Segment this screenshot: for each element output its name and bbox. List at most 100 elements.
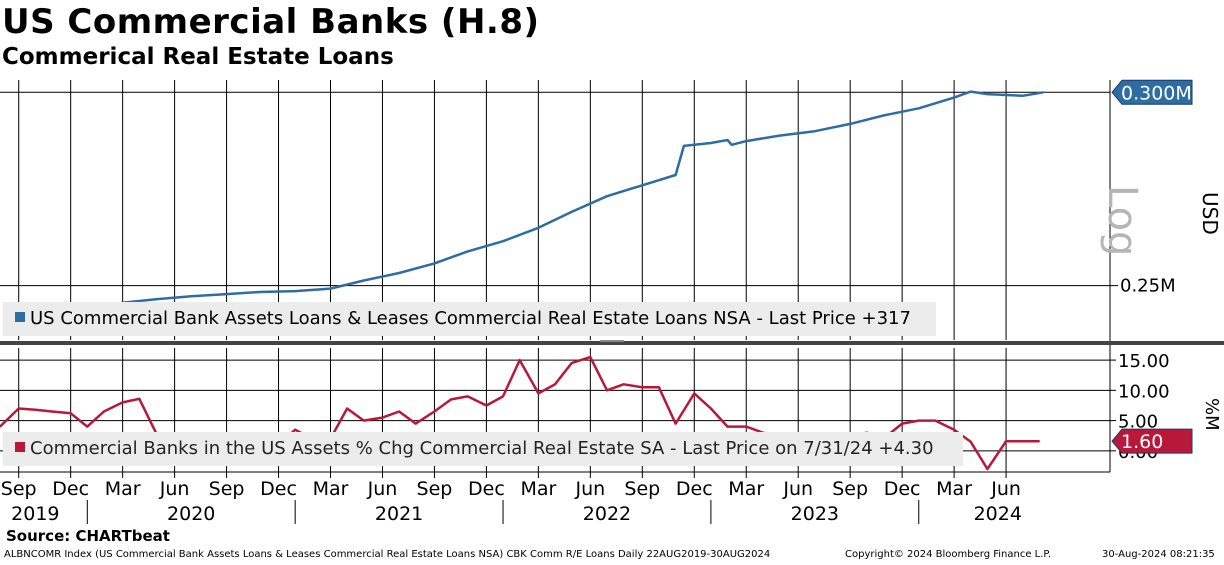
lower-point-57	[986, 468, 989, 470]
legend-lower-label: Commercial Banks in the US Assets % Chg …	[30, 438, 934, 459]
lower-point-52	[901, 422, 903, 425]
lower-point-1	[17, 407, 20, 410]
upper-series-line	[7, 90, 1044, 333]
lower-point-43	[745, 425, 748, 428]
lower-point-30	[518, 359, 521, 361]
legend-lower[interactable]: Commercial Banks in the US Assets % Chg …	[3, 432, 963, 466]
year-label-2: 2021	[375, 503, 423, 525]
lower-point-42	[726, 425, 729, 428]
upper-point-8	[259, 291, 261, 293]
upper-point-20	[674, 174, 677, 176]
lower-point-24	[414, 422, 417, 425]
upper-point-13	[433, 262, 436, 265]
upper-point-16	[537, 227, 540, 229]
upper-point-11	[362, 279, 365, 282]
x-tick-label-19: Jun	[990, 478, 1021, 500]
lower-point-32	[554, 383, 556, 386]
x-tick-label-13: Dec	[676, 478, 713, 500]
lower-point-28	[485, 404, 488, 407]
panel-separator-handle	[600, 340, 624, 342]
upper-point-5	[155, 298, 157, 301]
upper-point-23	[726, 139, 729, 141]
lower-point-60	[1038, 440, 1041, 442]
x-tick-label-10: Mar	[520, 478, 556, 500]
x-tick-label-15: Jun	[782, 478, 813, 500]
lower-point-8	[138, 398, 141, 400]
upper-point-31	[953, 96, 955, 99]
upper-point-14	[466, 250, 469, 253]
upper-point-32	[969, 90, 972, 93]
legend-upper-label: US Commercial Bank Assets Loans & Leases…	[30, 308, 911, 329]
upper-point-10	[329, 287, 332, 290]
chart-subtitle: Commerical Real Estate Loans	[2, 44, 394, 70]
year-label-1: 2020	[167, 503, 215, 525]
lower-point-27	[466, 395, 469, 398]
upper-point-18	[606, 195, 608, 197]
lower-point-54	[934, 419, 937, 422]
lower-last-value-badge: 1.60	[1111, 428, 1193, 454]
lower-point-7	[121, 401, 124, 404]
lower-point-40	[693, 392, 696, 395]
upper-last-value-badge-label: 0.300M	[1121, 82, 1192, 104]
lower-last-value-badge-shape	[1111, 428, 1193, 454]
last-value-badges: 0.300M 1.60	[1111, 79, 1193, 454]
lower-point-22	[381, 416, 384, 419]
x-tick-label-1: Dec	[52, 478, 89, 500]
upper-point-27	[814, 130, 816, 132]
legend-upper[interactable]: US Commercial Bank Assets Loans & Leases…	[3, 302, 936, 336]
lower-point-55	[953, 428, 955, 431]
upper-last-value-badge: 0.300M	[1111, 79, 1193, 105]
lower-point-38	[658, 386, 660, 389]
x-tick-label-5: Dec	[260, 478, 297, 500]
lower-point-56	[969, 440, 972, 443]
upper-point-6	[190, 295, 193, 298]
percent-axis-label: %M	[1201, 398, 1222, 431]
upper-point-24	[730, 144, 733, 146]
x-axis: Sep Dec Mar Jun Sep Dec Mar Jun Sep Dec Mar Jun Sep D…	[1, 472, 1022, 525]
legend-lower-swatch	[15, 442, 25, 452]
lower-point-36	[622, 383, 625, 386]
footer-timestamp: 30-Aug-2024 08:21:35	[1102, 549, 1215, 560]
x-tick-label-3: Jun	[159, 478, 190, 500]
lower-point-17	[294, 428, 296, 431]
lower-ytick-label-2: 10.00	[1118, 381, 1170, 402]
legend-upper-swatch	[15, 312, 25, 322]
lower-point-23	[398, 410, 400, 413]
upper-point-19	[641, 184, 644, 187]
upper-point-35	[1042, 91, 1045, 94]
x-tick-label-9: Dec	[468, 478, 505, 500]
lower-point-3	[51, 410, 53, 413]
lower-ytick-label-1: 5.00	[1118, 412, 1158, 433]
x-tick-label-16: Sep	[832, 478, 868, 500]
lower-point-26	[450, 398, 452, 401]
lower-point-31	[537, 392, 540, 395]
lower-point-35	[606, 389, 608, 392]
x-tick-label-6: Mar	[313, 478, 349, 500]
x-tick-label-12: Sep	[624, 478, 660, 500]
lower-point-21	[362, 419, 365, 422]
upper-point-21	[683, 145, 685, 147]
lower-point-20	[346, 407, 348, 410]
lower-point-25	[433, 410, 436, 413]
upper-last-value-badge-shape	[1111, 79, 1193, 105]
lower-point-39	[674, 422, 677, 425]
upper-point-25	[745, 140, 748, 142]
lower-point-58	[1005, 440, 1007, 442]
x-tick-label-11: Jun	[574, 478, 605, 500]
year-label-4: 2023	[791, 503, 839, 525]
lower-ytick-label-3: 15.00	[1118, 351, 1170, 372]
lower-point-4	[69, 412, 72, 415]
source-note: Source: CHARTbeat	[6, 527, 170, 545]
x-tick-label-18: Mar	[936, 478, 972, 500]
usd-axis-label: USD	[1198, 192, 1222, 235]
x-tick-label-0: Sep	[1, 478, 37, 500]
upper-point-34	[1021, 95, 1024, 97]
footer-index-description: ALBNCOMR Index (US Commercial Bank Asset…	[4, 549, 771, 560]
year-label-3: 2022	[583, 503, 631, 525]
x-tick-label-2: Mar	[105, 478, 141, 500]
axes-frame	[0, 80, 1224, 473]
lower-point-0	[0, 425, 1, 428]
lower-point-34	[589, 356, 592, 358]
lower-last-value-badge-label: 1.60	[1121, 431, 1163, 453]
lower-point-5	[86, 425, 89, 428]
